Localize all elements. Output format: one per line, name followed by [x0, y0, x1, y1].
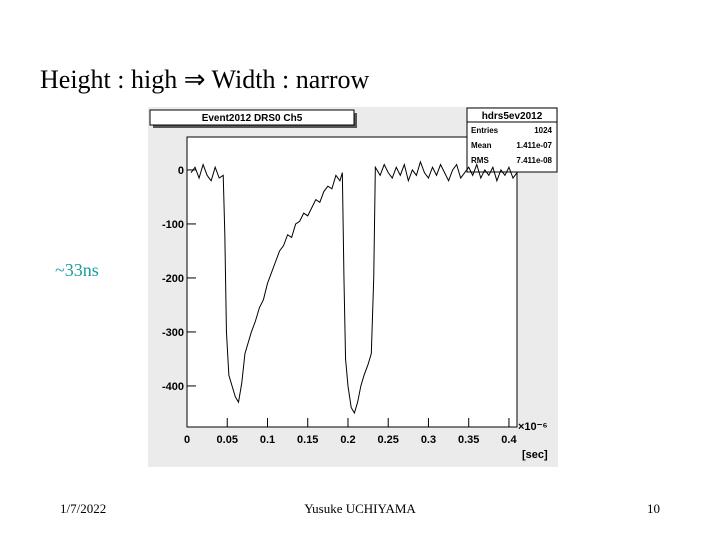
stats-value: 7.411e-08	[516, 156, 552, 165]
stats-key: Entries	[471, 126, 499, 135]
y-tick-label: -300	[162, 327, 184, 339]
x-tick-label: 0.4	[501, 434, 517, 446]
x-tick-label: 0.2	[340, 434, 355, 446]
stats-key: Mean	[471, 141, 492, 150]
x-tick-label: 0	[184, 434, 190, 446]
x-label: [sec]	[522, 449, 548, 461]
y-tick-label: -200	[162, 273, 184, 285]
y-tick-label: 0	[178, 165, 184, 177]
plot-title: Event2012 DRS0 Ch5	[202, 113, 303, 124]
title-box	[149, 109, 355, 126]
x-tick-label: 0.05	[217, 434, 238, 446]
x-tick-label: 0.35	[458, 434, 479, 446]
author: Yusuke UCHIYAMA	[304, 501, 416, 516]
stats-key: RMS	[471, 156, 489, 165]
waveform	[190, 160, 518, 415]
y-tick-label: -400	[162, 381, 184, 393]
x-tick-label: 0.1	[260, 434, 275, 446]
stats-name: hdrs5ev2012	[482, 111, 543, 122]
y-tick-label: -100	[162, 219, 184, 231]
stats-box	[466, 107, 558, 173]
slide-title: Height : high ⇒ Width : narrow	[40, 65, 370, 94]
x-tick-label: 0.3	[421, 434, 436, 446]
stats-value: 1.411e-07	[516, 141, 552, 150]
x-tick-label: 0.15	[297, 434, 318, 446]
plot-frame	[186, 136, 518, 428]
date: 1/7/2022	[60, 501, 106, 516]
stats-value: 1024	[534, 126, 552, 135]
x-tick-label: 0.25	[378, 434, 399, 446]
annotation: ~33ns	[55, 260, 99, 280]
x-multiplier: ×10⁻⁶	[518, 421, 548, 433]
page-number: 10	[647, 501, 660, 516]
